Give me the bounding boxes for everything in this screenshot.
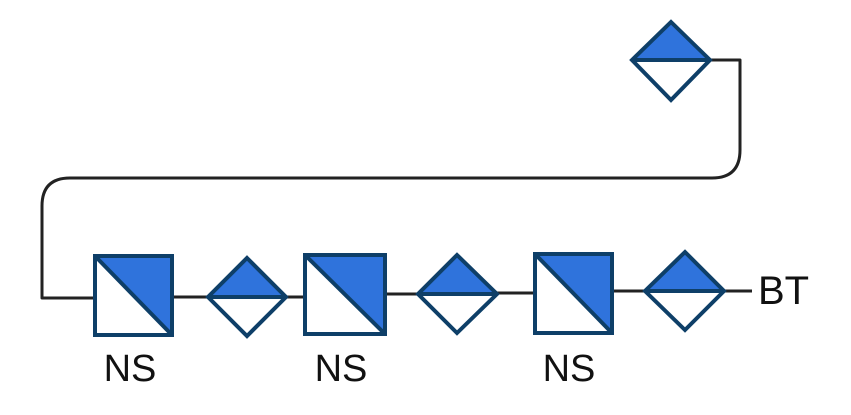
diamond-domain-top — [629, 19, 713, 103]
square-outline — [533, 252, 614, 335]
ns-domain-1 — [93, 254, 174, 337]
diamond-top-fill — [208, 258, 286, 297]
ns-label-3: NS — [543, 348, 596, 390]
ns-domain-2 — [303, 253, 387, 336]
diamond-domain-3 — [415, 252, 500, 336]
diamond-outline — [205, 255, 289, 339]
ns-label-1: NS — [104, 348, 157, 390]
end-label: BT — [758, 269, 809, 313]
diamond-top-fill — [418, 255, 497, 294]
loop-wire — [40, 58, 742, 300]
ns-label-2: NS — [315, 348, 368, 390]
diamond-outline — [629, 19, 713, 103]
square-outline — [303, 253, 387, 336]
diamond-domain-4 — [642, 249, 727, 333]
diamond-top-fill — [645, 252, 724, 291]
square-diagonal — [93, 254, 174, 337]
ns-domain-3 — [533, 252, 614, 335]
square-diagonal — [533, 252, 614, 335]
diamond-top-fill — [632, 22, 710, 60]
diamond-outline — [415, 252, 500, 336]
diamond-domain-2 — [205, 255, 289, 339]
square-diagonal — [303, 253, 387, 336]
diamond-outline — [642, 249, 727, 333]
square-outline — [93, 254, 174, 337]
